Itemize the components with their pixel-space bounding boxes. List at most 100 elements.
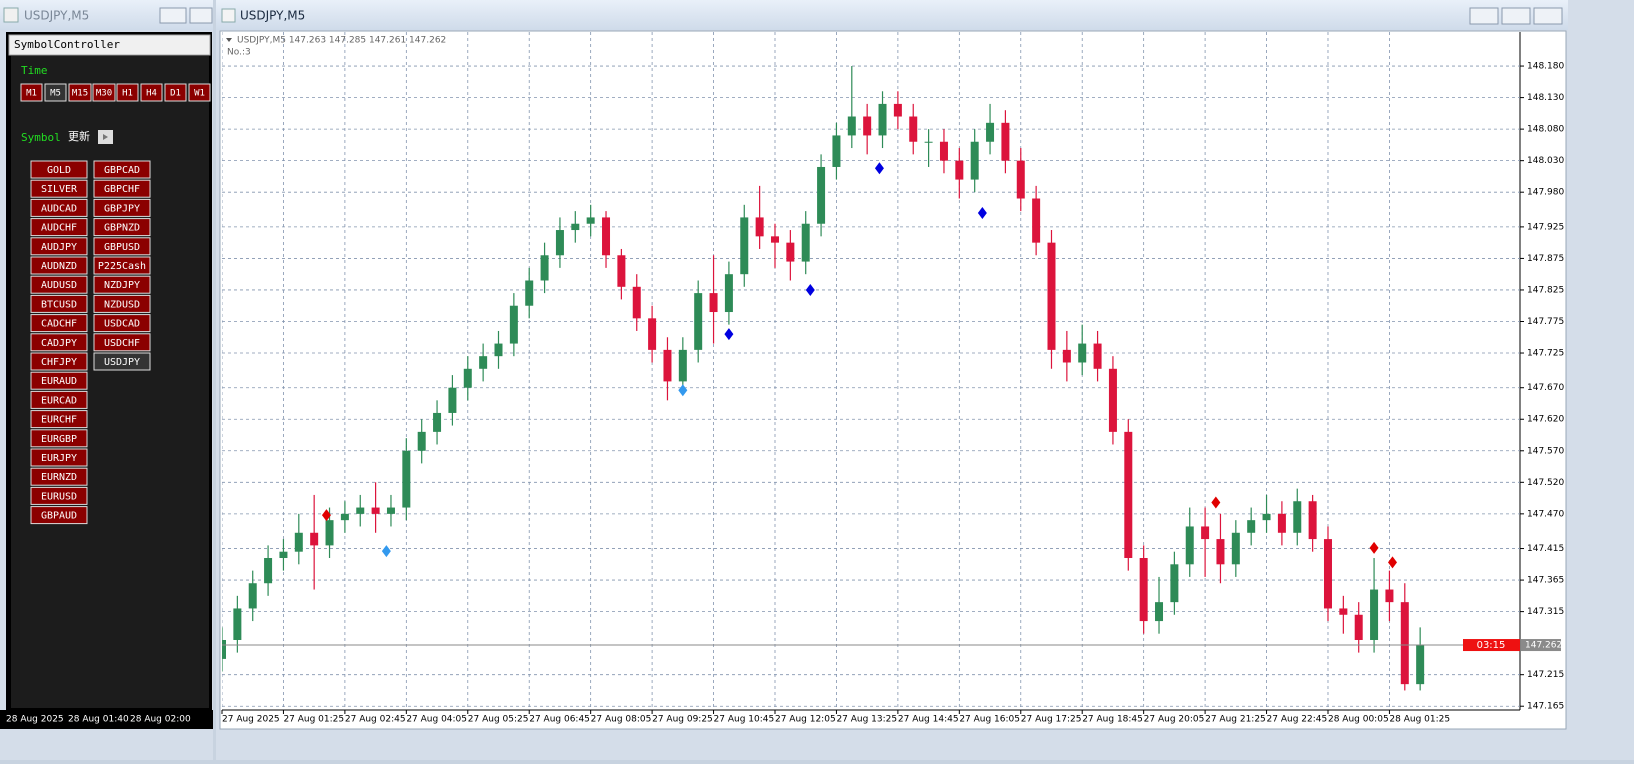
- symbol-button[interactable]: [93, 179, 151, 198]
- symbol-label: USDCHF: [104, 338, 140, 349]
- symbol-button[interactable]: [93, 294, 151, 313]
- y-tick-label: 147.670: [1527, 383, 1564, 393]
- timeframe-button[interactable]: [68, 83, 92, 102]
- candle-body: [555, 230, 564, 256]
- symbol-button[interactable]: [93, 275, 151, 294]
- candle-body: [694, 293, 703, 350]
- symbol-button[interactable]: [30, 160, 88, 179]
- x-tick-label: 27 Aug 17:25: [1021, 715, 1082, 725]
- candle-body: [1016, 160, 1025, 199]
- x-tick-label: 27 Aug 02:45: [345, 715, 406, 725]
- candle-body: [540, 255, 549, 281]
- symbol-button[interactable]: [93, 352, 151, 371]
- symbol-button[interactable]: [30, 198, 88, 217]
- candle-body: [801, 223, 810, 262]
- candle-body: [924, 141, 933, 143]
- signal-marker: [805, 283, 815, 296]
- symbol-button[interactable]: [30, 448, 88, 467]
- x-tick-label: 27 Aug 21:25: [1205, 715, 1266, 725]
- symbol-button[interactable]: [93, 333, 151, 352]
- symbol-label: EURCHF: [41, 415, 77, 426]
- symbol-button[interactable]: [30, 237, 88, 256]
- timeframe-button[interactable]: [92, 83, 116, 102]
- candle-body: [878, 103, 887, 136]
- symbol-button[interactable]: [30, 352, 88, 371]
- symbol-button[interactable]: [93, 218, 151, 237]
- candle-body: [755, 217, 764, 237]
- symbol-button[interactable]: [30, 179, 88, 198]
- symbol-label: GBPCAD: [104, 165, 140, 176]
- symbol-button[interactable]: [93, 198, 151, 217]
- left-time-axis: [0, 710, 213, 729]
- signal-marker: [1369, 541, 1379, 554]
- symbol-button[interactable]: [93, 160, 151, 179]
- candle-body: [371, 507, 380, 514]
- signal-marker: [321, 509, 331, 522]
- symbol-button[interactable]: [30, 506, 88, 525]
- left-time-label: 28 Aug 02:00: [130, 715, 191, 725]
- y-tick-label: 147.725: [1527, 349, 1564, 359]
- candle-body: [1078, 343, 1087, 363]
- chart-header: USDJPY,M5 147.263 147.285 147.261 147.26…: [237, 36, 446, 46]
- panel-header: [8, 34, 211, 56]
- y-tick-label: 147.925: [1527, 222, 1564, 232]
- timeframe-button[interactable]: [20, 83, 43, 102]
- candle-body: [402, 450, 411, 508]
- candle-body: [1047, 242, 1056, 350]
- symbol-button[interactable]: [93, 256, 151, 275]
- window-icon: [221, 8, 236, 23]
- refresh-arrow: [103, 134, 108, 140]
- symbol-button[interactable]: [30, 218, 88, 237]
- chart-subheader: No.:3: [227, 48, 251, 58]
- x-tick-label: 27 Aug 14:45: [898, 715, 959, 725]
- candle-body: [1277, 513, 1286, 533]
- timeframe-button[interactable]: [164, 83, 187, 102]
- symbol-label: BTCUSD: [41, 299, 77, 310]
- close-button[interactable]: [1533, 7, 1563, 25]
- y-tick-label: 147.520: [1527, 478, 1564, 488]
- symbol-button[interactable]: [30, 275, 88, 294]
- header-arrow: [226, 38, 232, 42]
- timeframe-label: H4: [146, 89, 157, 99]
- symbol-button[interactable]: [30, 429, 88, 448]
- candle-body: [632, 286, 641, 319]
- symbol-button[interactable]: [30, 294, 88, 313]
- candle-body: [939, 141, 948, 161]
- symbol-button[interactable]: [30, 467, 88, 486]
- symbol-button[interactable]: [30, 333, 88, 352]
- symbol-button[interactable]: [30, 486, 88, 505]
- symbol-label: USDJPY: [104, 357, 140, 368]
- candle-body: [770, 236, 779, 243]
- panel-title: SymbolController: [14, 38, 120, 51]
- minimize-button[interactable]: [1469, 7, 1499, 25]
- symbol-button[interactable]: [30, 410, 88, 429]
- symbol-button[interactable]: [93, 314, 151, 333]
- maximize-button[interactable]: [1501, 7, 1531, 25]
- symbol-button[interactable]: [30, 314, 88, 333]
- candle-body: [863, 116, 872, 136]
- symbol-button[interactable]: [30, 256, 88, 275]
- timeframe-button[interactable]: [116, 83, 139, 102]
- countdown: 03:15: [1477, 640, 1506, 651]
- candle-body: [1247, 520, 1256, 533]
- candle-body: [724, 274, 733, 313]
- y-tick-label: 147.215: [1527, 670, 1564, 680]
- timeframe-button[interactable]: [44, 83, 67, 102]
- candle-body: [602, 217, 611, 256]
- y-tick-label: 147.775: [1527, 317, 1564, 327]
- x-tick-label: 27 Aug 05:25: [468, 715, 529, 725]
- symbol-button[interactable]: [30, 390, 88, 409]
- candle-body: [463, 368, 472, 388]
- symbol-label: AUDCHF: [41, 223, 77, 234]
- symbol-button[interactable]: [93, 237, 151, 256]
- maximize-button[interactable]: [189, 7, 213, 24]
- minimize-button[interactable]: [159, 7, 187, 24]
- left-time-label: 28 Aug 01:40: [68, 715, 129, 725]
- symbol-label: AUDJPY: [41, 242, 77, 253]
- symbol-button[interactable]: [30, 371, 88, 390]
- candle-body: [294, 532, 303, 552]
- timeframe-button[interactable]: [188, 83, 211, 102]
- timeframe-button[interactable]: [140, 83, 163, 102]
- candle-body: [1139, 558, 1148, 622]
- symbol-label: SILVER: [41, 184, 78, 195]
